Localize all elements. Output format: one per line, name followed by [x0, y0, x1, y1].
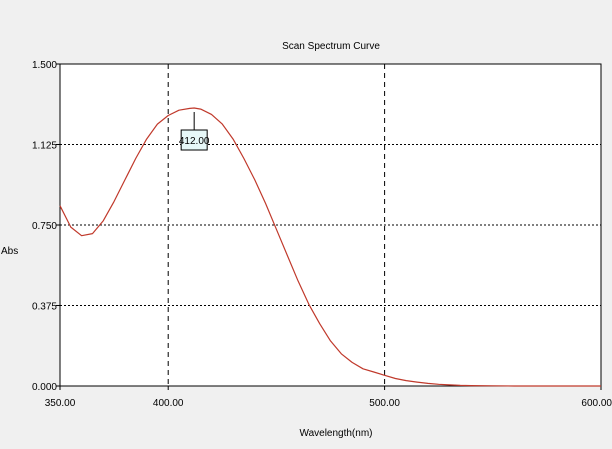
x-axis-label: Wavelength(nm)	[300, 428, 373, 439]
x-tick-label: 500.00	[369, 398, 400, 409]
y-tick-label: 1.125	[32, 141, 57, 152]
axis-ticks: 0.000 0.375 0.750 1.125 1.500 350.00 400.00 500…	[32, 60, 612, 409]
y-axis-label: Abs	[1, 246, 18, 257]
chart-title: Scan Spectrum Curve	[282, 41, 380, 52]
peak-annotation-label: 412.00	[179, 136, 210, 147]
series-line	[59, 107, 601, 387]
x-tick-label: 350.00	[45, 398, 76, 409]
y-tick-label: 0.375	[32, 302, 57, 313]
x-tick-label: 400.00	[153, 398, 184, 409]
y-tick-label: 1.500	[32, 60, 57, 71]
y-tick-label: 0.750	[32, 221, 57, 232]
y-tick-label: 0.000	[32, 382, 57, 393]
peak-annotation-box	[180, 129, 208, 151]
annotation-layer: 412.00	[179, 112, 210, 151]
x-tick-label: 600.00	[581, 398, 612, 409]
plot-area	[59, 63, 602, 387]
series-layer	[59, 107, 601, 387]
